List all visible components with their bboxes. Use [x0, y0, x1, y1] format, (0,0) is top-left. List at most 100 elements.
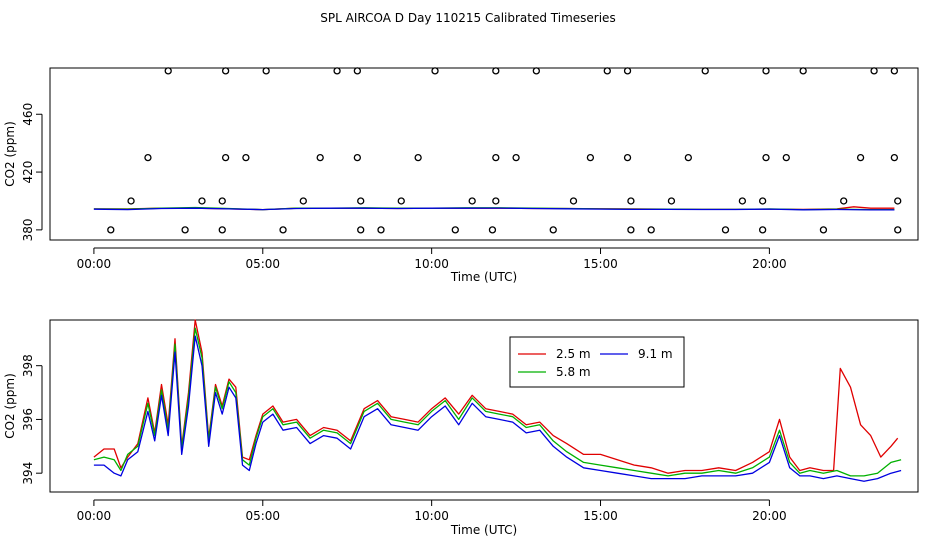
- top-data-point: [890, 153, 899, 162]
- top-x-tick-label: 05:00: [245, 257, 280, 271]
- top-plot-frame: [49, 67, 919, 241]
- top-data-point: [782, 153, 790, 162]
- top-data-point: [353, 153, 361, 162]
- bottom-series-line-blue: [93, 335, 902, 482]
- top-data-point: [279, 226, 287, 234]
- top-data-point: [198, 197, 206, 205]
- top-data-point: [738, 197, 747, 205]
- top-data-point: [819, 226, 828, 234]
- bottom-y-tick-label: 396: [21, 408, 35, 431]
- top-data-point: [451, 226, 459, 234]
- top-data-point: [721, 226, 730, 234]
- top-points: [107, 67, 902, 234]
- top-data-point: [357, 226, 365, 234]
- bottom-y-tick-label: 394: [21, 462, 35, 485]
- top-data-point: [492, 67, 500, 75]
- top-data-point: [397, 197, 405, 205]
- bottom-x-tick-label: 05:00: [245, 509, 280, 523]
- top-y-tick-label: 380: [21, 218, 35, 241]
- top-data-point: [627, 197, 635, 205]
- top-data-point: [107, 226, 115, 234]
- top-data-point: [468, 197, 476, 205]
- top-y-tick-label: 460: [21, 103, 35, 126]
- top-data-point: [218, 226, 226, 234]
- top-data-point: [894, 197, 902, 205]
- top-data-point: [181, 226, 189, 234]
- top-data-point: [262, 67, 270, 75]
- bottom-y-axis: 394 396 398: [21, 354, 43, 485]
- top-data-point: [623, 153, 632, 162]
- top-data-point: [762, 153, 770, 162]
- bottom-x-axis: 00:00 05:00 10:00 15:00 20:00: [77, 499, 787, 523]
- top-data-point: [627, 226, 635, 234]
- top-x-tick-label: 10:00: [414, 257, 449, 271]
- top-data-point: [218, 197, 226, 205]
- top-data-point: [512, 153, 520, 162]
- top-data-point: [684, 153, 692, 162]
- top-data-point: [758, 226, 767, 234]
- top-data-point: [221, 153, 230, 162]
- bottom-lines: [93, 319, 902, 482]
- top-y-axis: 380 420 460: [21, 103, 43, 241]
- top-y-tick-label: 420: [21, 161, 35, 184]
- bottom-x-tick-label: 10:00: [414, 509, 449, 523]
- top-data-point: [353, 67, 361, 75]
- top-data-point: [569, 197, 578, 205]
- top-data-point: [647, 226, 655, 234]
- top-data-point: [492, 197, 500, 205]
- bottom-plot-frame: [49, 319, 919, 493]
- top-data-point: [890, 67, 899, 75]
- top-data-point: [127, 197, 135, 205]
- top-data-point: [414, 153, 422, 162]
- top-data-point: [242, 153, 250, 162]
- top-data-point: [488, 226, 497, 234]
- top-data-point: [221, 67, 230, 75]
- legend-label-2-5m: 2.5 m: [556, 347, 591, 361]
- top-panel: 00:00 05:00 10:00 15:00 20:00 380 420 460 Time…: [3, 67, 919, 284]
- bottom-y-tick-label: 398: [21, 354, 35, 377]
- top-data-point: [586, 153, 595, 162]
- top-data-point: [532, 67, 541, 75]
- top-data-point: [856, 153, 865, 162]
- top-data-point: [333, 67, 341, 75]
- top-lines: [93, 206, 895, 211]
- top-data-point: [667, 197, 676, 205]
- bottom-x-tick-label: 15:00: [583, 509, 618, 523]
- top-x-tick-label: 15:00: [583, 257, 618, 271]
- top-data-point: [623, 67, 632, 75]
- top-y-axis-label: CO2 (ppm): [3, 121, 17, 187]
- bottom-x-axis-label: Time (UTC): [450, 523, 517, 537]
- top-data-point: [377, 226, 385, 234]
- top-data-point: [316, 153, 324, 162]
- top-x-axis-label: Time (UTC): [450, 270, 517, 284]
- top-data-point: [603, 67, 611, 75]
- top-data-point: [799, 67, 807, 75]
- top-data-point: [894, 226, 902, 234]
- legend-box: [509, 336, 685, 388]
- top-data-point: [762, 67, 770, 75]
- top-data-point: [144, 153, 152, 162]
- top-data-point: [758, 197, 767, 205]
- top-data-point: [357, 197, 365, 205]
- legend-label-5-8m: 5.8 m: [556, 365, 591, 379]
- top-x-tick-label: 00:00: [77, 257, 112, 271]
- top-data-point: [840, 197, 848, 205]
- bottom-panel: 00:00 05:00 10:00 15:00 20:00 394 396 398 Time…: [3, 319, 919, 537]
- top-x-axis: 00:00 05:00 10:00 15:00 20:00: [77, 247, 787, 271]
- top-data-point: [164, 67, 172, 75]
- legend-label-9-1m: 9.1 m: [638, 347, 673, 361]
- top-data-point: [492, 153, 500, 162]
- top-data-point: [701, 67, 709, 75]
- top-data-point: [431, 67, 439, 75]
- bottom-y-axis-label: CO2 (ppm): [3, 373, 17, 439]
- bottom-series-line-green: [93, 327, 902, 477]
- top-x-tick-label: 20:00: [752, 257, 787, 271]
- bottom-x-tick-label: 00:00: [77, 509, 112, 523]
- legend: 2.5 m 5.8 m 9.1 m: [509, 336, 685, 388]
- top-data-point: [870, 67, 878, 75]
- top-series-line-blue: [93, 207, 895, 211]
- top-data-point: [549, 226, 557, 234]
- chart-title: SPL AIRCOA D Day 110215 Calibrated Times…: [320, 11, 615, 25]
- top-data-point: [299, 197, 307, 205]
